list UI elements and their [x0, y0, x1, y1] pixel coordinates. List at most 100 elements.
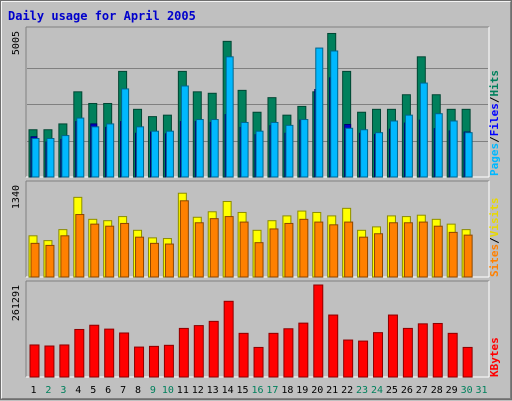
bar-kbytes-day-5 — [89, 324, 100, 378]
bar-files-day-11 — [180, 85, 189, 178]
bar-kbytes-day-15 — [238, 332, 249, 378]
bar-kbytes-day-28 — [432, 322, 443, 378]
x-tick-day-26: 26 — [401, 385, 413, 396]
bar-kbytes-day-21 — [328, 314, 339, 378]
x-tick-day-24: 24 — [371, 385, 383, 396]
bar-files-day-21 — [330, 50, 339, 178]
bar-sites-day-3 — [60, 235, 70, 278]
bar-files-day-25 — [389, 120, 398, 178]
bar-kbytes-day-6 — [104, 328, 115, 378]
legend-visits: Visits — [488, 198, 501, 238]
x-tick-day-12: 12 — [192, 385, 204, 396]
ymax-label-kbytes: 261291 — [11, 285, 22, 321]
bar-files-day-6 — [106, 123, 115, 178]
bar-kbytes-day-12 — [193, 325, 204, 378]
x-tick-day-20: 20 — [311, 385, 323, 396]
x-tick-day-18: 18 — [281, 385, 293, 396]
x-tick-day-5: 5 — [90, 385, 96, 396]
x-tick-day-2: 2 — [45, 385, 51, 396]
bar-files-day-18 — [285, 124, 294, 178]
bar-files-day-10 — [165, 130, 174, 178]
bar-sites-day-29 — [448, 231, 458, 278]
bar-sites-day-22 — [344, 221, 354, 278]
bar-sites-day-25 — [388, 222, 398, 278]
x-tick-day-28: 28 — [431, 385, 443, 396]
x-tick-day-22: 22 — [341, 385, 353, 396]
bar-files-day-28 — [434, 113, 443, 178]
x-tick-day-25: 25 — [386, 385, 398, 396]
bar-sites-day-21 — [329, 224, 339, 278]
bar-files-day-13 — [210, 119, 219, 178]
bar-sites-day-2 — [45, 244, 55, 278]
legend-mid: Sites/Visits — [488, 198, 501, 278]
legend-pages: Pages — [488, 143, 501, 176]
x-tick-day-7: 7 — [120, 385, 126, 396]
bar-sites-day-16 — [254, 242, 264, 278]
x-tick-day-3: 3 — [60, 385, 66, 396]
bar-kbytes-day-2 — [44, 345, 55, 378]
legend-kbytes: KBytes — [488, 337, 501, 377]
bar-kbytes-day-14 — [223, 300, 234, 378]
legend-sites: Sites — [488, 244, 501, 277]
bar-kbytes-day-24 — [373, 332, 384, 378]
bar-files-day-20 — [315, 47, 324, 178]
x-tick-day-14: 14 — [222, 385, 234, 396]
bar-sites-day-24 — [374, 233, 384, 278]
x-tick-day-21: 21 — [326, 385, 338, 396]
bar-files-day-23 — [360, 129, 369, 178]
bar-kbytes-day-8 — [134, 346, 145, 378]
bar-kbytes-day-16 — [253, 346, 264, 378]
bar-kbytes-day-26 — [402, 327, 413, 378]
bar-kbytes-day-10 — [163, 344, 174, 378]
bar-files-day-24 — [375, 132, 384, 178]
x-tick-day-15: 15 — [237, 385, 249, 396]
bar-sites-day-23 — [359, 236, 369, 278]
bar-files-day-9 — [150, 130, 159, 178]
x-tick-day-13: 13 — [207, 385, 219, 396]
bar-files-day-29 — [449, 120, 458, 178]
bar-kbytes-day-7 — [119, 332, 130, 378]
ymax-label-visits: 1340 — [11, 185, 22, 209]
x-tick-day-31: 31 — [476, 385, 488, 396]
bar-sites-day-28 — [433, 225, 443, 278]
x-tick-day-10: 10 — [162, 385, 174, 396]
bar-sites-day-20 — [314, 221, 324, 278]
legend-hits: Hits — [488, 70, 501, 97]
bar-sites-day-4 — [75, 214, 85, 278]
legend-separator: / — [488, 96, 501, 103]
bar-files-day-15 — [240, 121, 249, 178]
legend-separator: / — [488, 136, 501, 143]
bar-kbytes-day-4 — [74, 328, 85, 378]
bar-sites-day-8 — [135, 236, 145, 278]
bar-sites-day-14 — [224, 216, 234, 278]
bar-files-day-27 — [419, 82, 428, 178]
bar-files-day-17 — [270, 121, 279, 178]
x-tick-day-23: 23 — [356, 385, 368, 396]
bar-files-day-7 — [121, 88, 130, 178]
bar-kbytes-day-27 — [417, 323, 428, 378]
x-tick-day-30: 30 — [461, 385, 473, 396]
bar-kbytes-day-19 — [298, 322, 309, 378]
legend-bot: KBytes — [488, 337, 501, 377]
bar-kbytes-day-3 — [59, 344, 70, 378]
bar-files-day-16 — [255, 130, 264, 178]
x-tick-day-19: 19 — [296, 385, 308, 396]
bar-sites-day-1 — [30, 242, 40, 278]
bar-kbytes-day-29 — [447, 332, 458, 378]
chart-title: Daily usage for April 2005 — [8, 9, 196, 23]
legend-top: Pages/Files/Hits — [488, 70, 501, 176]
bar-sites-day-9 — [149, 242, 159, 278]
x-tick-day-9: 9 — [150, 385, 156, 396]
x-tick-day-27: 27 — [416, 385, 428, 396]
bar-kbytes-day-23 — [358, 340, 369, 378]
bar-kbytes-day-13 — [208, 320, 219, 378]
bar-files-day-26 — [404, 114, 413, 178]
bar-sites-day-5 — [90, 223, 100, 278]
bar-sites-day-13 — [209, 218, 219, 278]
bar-sites-day-27 — [418, 221, 428, 278]
bar-sites-day-19 — [299, 218, 309, 278]
bar-kbytes-day-17 — [268, 332, 279, 378]
x-tick-day-29: 29 — [446, 385, 458, 396]
